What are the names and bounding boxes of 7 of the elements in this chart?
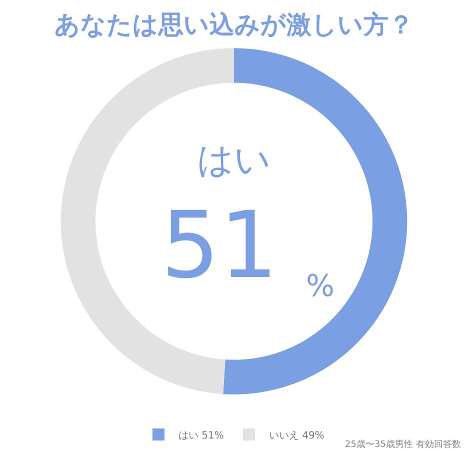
chart-title: あなたは思い込みが激しい方？ xyxy=(54,10,414,40)
text: % xyxy=(306,269,335,304)
text: 25歳〜35歳男性 有効回答数 xyxy=(345,439,461,449)
text: はい xyxy=(197,140,271,181)
legend-label: はい 51% xyxy=(178,430,224,442)
legend-label: いいえ 49% xyxy=(268,430,324,442)
text: 51 xyxy=(161,192,278,299)
